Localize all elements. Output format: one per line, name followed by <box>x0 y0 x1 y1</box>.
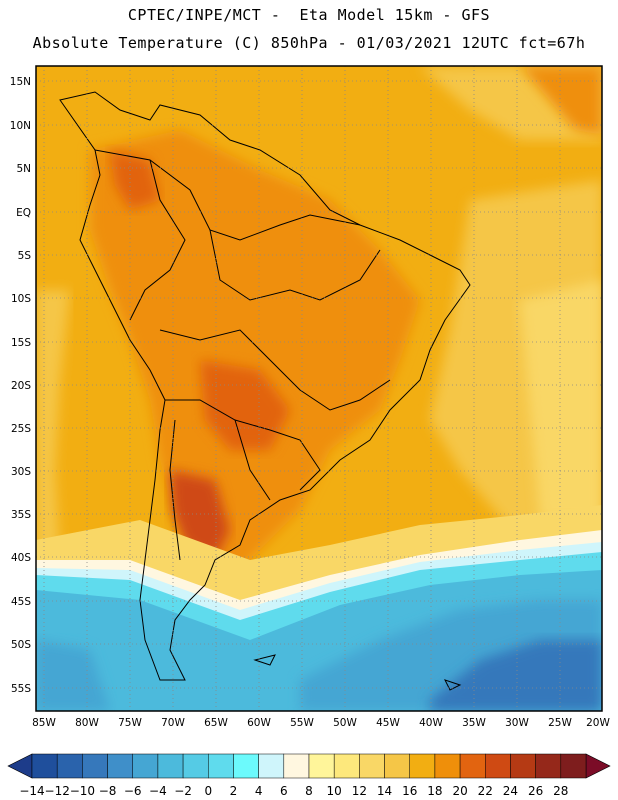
colorbar-cell <box>485 753 511 779</box>
colorbar-cell <box>308 753 335 779</box>
lon-tick-label: 45W <box>376 717 400 729</box>
lat-tick-label: 5S <box>18 250 32 262</box>
colorbar: −14 −12 −10 −8 −6 −4 −2 0 2 4 6 8 10 12 14 16 18 20 22 24 26… <box>7 753 611 798</box>
lat-tick-label: 20S <box>11 380 31 392</box>
colorbar-label: 18 <box>427 784 442 798</box>
lon-tick-label: 40W <box>419 717 443 729</box>
lat-tick-labels: 15N 10N 5N EQ 5S 10S 15S 20S 25S 30S 35S… <box>10 76 32 695</box>
colorbar-label: −8 <box>99 784 117 798</box>
lon-tick-label: 55W <box>290 717 314 729</box>
colorbar-left-arrow <box>7 753 33 779</box>
lon-tick-label: 80W <box>75 717 99 729</box>
map-frame <box>35 65 603 712</box>
colorbar-label: 0 <box>204 784 212 798</box>
colorbar-label: −6 <box>124 784 142 798</box>
lat-tick-label: 15N <box>10 76 31 88</box>
colorbar-label: −10 <box>70 784 95 798</box>
colorbar-label: 2 <box>230 784 238 798</box>
colorbar-cell <box>510 753 536 779</box>
colorbar-label: −14 <box>19 784 44 798</box>
colorbar-label: 6 <box>280 784 288 798</box>
lon-tick-label: 30W <box>505 717 529 729</box>
colorbar-label: 10 <box>327 784 342 798</box>
coastlines <box>59 91 471 691</box>
title-line-1: CPTEC/INPE/MCT - Eta Model 15km - GFS <box>127 6 491 24</box>
colorbar-cell <box>333 753 360 779</box>
colorbar-label: 8 <box>305 784 313 798</box>
lat-tick-label: 55S <box>11 683 31 695</box>
colorbar-label: 24 <box>503 784 518 798</box>
lat-tick-label: 10S <box>11 293 31 305</box>
lon-tick-label: 75W <box>118 717 142 729</box>
colorbar-cell <box>434 753 461 779</box>
colorbar-label: 12 <box>352 784 367 798</box>
title-line-2: Absolute Temperature (C) 850hPa - 01/03/… <box>32 34 586 52</box>
colorbar-cell <box>560 753 587 779</box>
colorbar-label: 28 <box>553 784 568 798</box>
colorbar-right-arrow <box>585 753 611 779</box>
lat-tick-label: 10N <box>10 120 31 132</box>
lat-tick-label: 25S <box>11 423 31 435</box>
colorbar-cell <box>283 753 310 779</box>
colorbar-label: 20 <box>452 784 467 798</box>
colorbar-cell <box>459 753 486 779</box>
colorbar-cell <box>233 753 259 779</box>
colorbar-cell <box>132 753 159 779</box>
lat-tick-label: EQ <box>16 207 31 219</box>
colorbar-cell <box>535 753 562 779</box>
colorbar-label: −12 <box>45 784 70 798</box>
colorbar-cell <box>82 753 108 779</box>
colorbar-label: 16 <box>402 784 417 798</box>
colorbar-cell <box>107 753 133 779</box>
lon-tick-label: 20W <box>586 717 610 729</box>
lat-tick-label: 50S <box>11 639 31 651</box>
lon-tick-label: 65W <box>204 717 228 729</box>
lon-tick-label: 35W <box>462 717 486 729</box>
lon-tick-label: 85W <box>32 717 56 729</box>
lat-tick-label: 30S <box>11 466 31 478</box>
colorbar-cell <box>56 753 83 779</box>
lat-tick-label: 5N <box>16 163 31 175</box>
colorbar-cell <box>208 753 234 779</box>
lat-tick-label: 35S <box>11 509 31 521</box>
colorbar-label: 22 <box>478 784 493 798</box>
lat-tick-label: 40S <box>11 552 31 564</box>
colorbar-cell <box>384 753 410 779</box>
colorbar-label: 14 <box>377 784 392 798</box>
colorbar-label: 26 <box>528 784 543 798</box>
colorbar-cell <box>258 753 285 779</box>
lon-tick-label: 25W <box>548 717 572 729</box>
lon-tick-label: 50W <box>333 717 357 729</box>
colorbar-label: −4 <box>149 784 167 798</box>
colorbar-cell <box>31 753 58 779</box>
lon-tick-labels: 85W 80W 75W 70W 65W 60W 55W 50W 45W 40W … <box>32 717 610 729</box>
colorbar-cell <box>409 753 436 779</box>
colorbar-cell <box>182 753 209 779</box>
colorbar-cell <box>157 753 184 779</box>
colorbar-label: −2 <box>174 784 192 798</box>
lat-tick-label: 45S <box>11 596 31 608</box>
colorbar-label: 4 <box>255 784 263 798</box>
lon-tick-label: 70W <box>161 717 185 729</box>
lon-tick-label: 60W <box>247 717 271 729</box>
colorbar-cell <box>359 753 385 779</box>
lat-tick-label: 15S <box>11 337 31 349</box>
temperature-field <box>36 66 602 711</box>
